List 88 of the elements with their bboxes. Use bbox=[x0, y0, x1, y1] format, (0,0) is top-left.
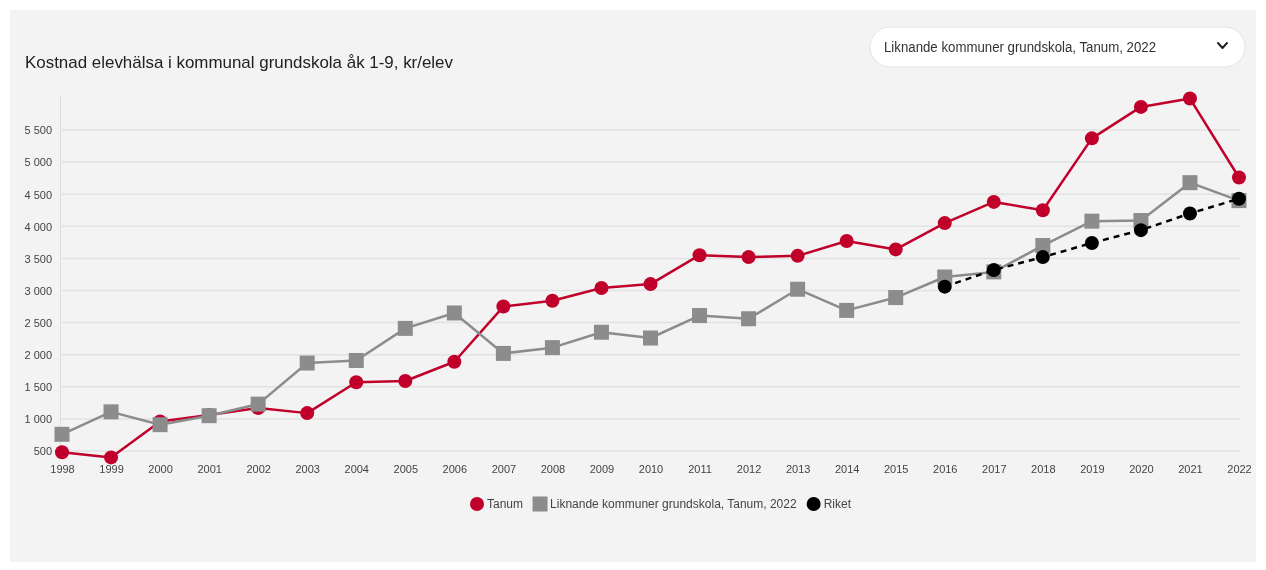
x-tick-label: 2001 bbox=[197, 462, 222, 475]
point bbox=[495, 345, 511, 361]
point bbox=[593, 324, 609, 340]
point bbox=[544, 340, 560, 356]
point bbox=[1084, 236, 1099, 250]
point bbox=[398, 374, 413, 389]
y-tick-label: 2 000 bbox=[24, 349, 52, 362]
point bbox=[888, 242, 903, 257]
x-tick-label: 2018 bbox=[1031, 462, 1056, 475]
x-tick-label: 2022 bbox=[1227, 462, 1252, 475]
x-tick-label: 2014 bbox=[834, 462, 860, 475]
point bbox=[1182, 206, 1197, 221]
y-tick-label: 4 500 bbox=[24, 188, 52, 201]
point bbox=[692, 248, 707, 263]
point bbox=[1035, 250, 1050, 265]
y-tick-label: 5 500 bbox=[24, 124, 52, 137]
y-tick-label: 500 bbox=[33, 445, 52, 458]
y-tick-label: 2 500 bbox=[24, 316, 52, 329]
x-tick-label: 2011 bbox=[688, 462, 712, 475]
point bbox=[397, 320, 413, 336]
point bbox=[937, 279, 952, 294]
point bbox=[1133, 99, 1148, 114]
x-tick-label: 2000 bbox=[148, 462, 173, 475]
point bbox=[103, 404, 119, 420]
x-tick-label: 2004 bbox=[344, 462, 369, 475]
x-tick-label: 2005 bbox=[393, 462, 419, 475]
point bbox=[1182, 91, 1197, 106]
point bbox=[1084, 213, 1100, 229]
point bbox=[1182, 175, 1198, 191]
point bbox=[594, 280, 609, 295]
point bbox=[55, 445, 69, 460]
chart-title: Kostnad elevhälsa i kommunal grundskola åk 1-9, kr/elev bbox=[25, 53, 455, 72]
point bbox=[643, 330, 658, 346]
point bbox=[1035, 203, 1050, 218]
point bbox=[643, 277, 658, 292]
legend-label: Liknande kommuner grundskola, Tanum, 2022 bbox=[550, 497, 797, 512]
point bbox=[446, 305, 462, 321]
point bbox=[1232, 170, 1246, 185]
point bbox=[250, 396, 266, 412]
x-tick-label: 2020 bbox=[1129, 462, 1154, 475]
x-tick-label: 1998 bbox=[50, 462, 75, 475]
x-tick-label: 2003 bbox=[295, 462, 320, 475]
x-tick-label: 2002 bbox=[246, 462, 271, 475]
point bbox=[348, 352, 364, 368]
point bbox=[152, 417, 168, 433]
point bbox=[839, 234, 854, 249]
x-tick-label: 2017 bbox=[982, 462, 1007, 475]
x-tick-label: 2008 bbox=[540, 462, 566, 475]
dropdown: Liknande kommuner grundskola, Tanum, 2022 bbox=[869, 26, 1246, 68]
point bbox=[54, 426, 70, 442]
point bbox=[986, 194, 1001, 209]
point bbox=[349, 375, 364, 390]
x-tick-label: 2021 bbox=[1178, 462, 1203, 475]
legend-label: Riket bbox=[823, 497, 852, 512]
y-tick-label: 3 500 bbox=[24, 252, 52, 265]
x-tick-label: 1999 bbox=[99, 462, 124, 475]
x-tick-label: 2012 bbox=[736, 462, 762, 475]
point bbox=[888, 290, 904, 306]
point bbox=[790, 248, 805, 263]
point bbox=[1084, 131, 1099, 146]
y-tick-label: 1 500 bbox=[24, 381, 52, 394]
point bbox=[1133, 223, 1148, 238]
point bbox=[839, 302, 855, 318]
point bbox=[299, 355, 315, 371]
point bbox=[545, 293, 560, 308]
x-tick-label: 2016 bbox=[933, 462, 958, 475]
x-tick-label: 2015 bbox=[883, 462, 909, 475]
x-tick-label: 2006 bbox=[442, 462, 468, 475]
y-tick-label: 5 000 bbox=[24, 156, 52, 169]
point bbox=[741, 311, 757, 327]
point bbox=[741, 250, 756, 265]
point bbox=[937, 216, 952, 231]
legend-label: Tanum bbox=[487, 497, 524, 512]
y-tick-label: 4 000 bbox=[24, 220, 52, 233]
point bbox=[692, 308, 708, 324]
y-tick-label: 1 000 bbox=[24, 413, 52, 426]
point bbox=[300, 406, 315, 421]
point bbox=[1035, 238, 1051, 254]
x-tick-label: 2013 bbox=[785, 462, 811, 475]
x-tick-label: 2009 bbox=[589, 462, 615, 475]
point bbox=[790, 281, 806, 297]
point bbox=[447, 354, 462, 369]
x-tick-label: 2010 bbox=[638, 462, 664, 475]
y-tick-label: 3 000 bbox=[24, 284, 52, 297]
point bbox=[104, 450, 119, 465]
point bbox=[496, 299, 511, 314]
x-tick-label: 2019 bbox=[1080, 462, 1105, 475]
x-tick-label: 2007 bbox=[491, 462, 517, 475]
